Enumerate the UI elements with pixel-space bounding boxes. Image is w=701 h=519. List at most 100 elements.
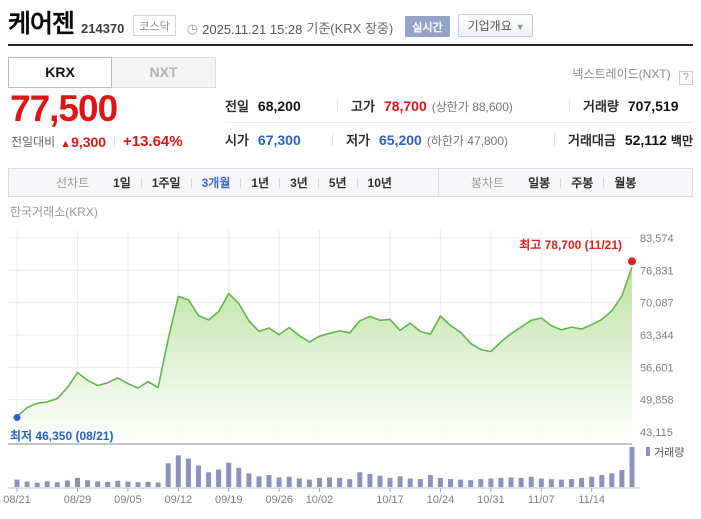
svg-text:83,574: 83,574 bbox=[640, 233, 674, 245]
candle-option-3[interactable]: 월봉 bbox=[614, 176, 637, 190]
separator bbox=[603, 177, 605, 188]
svg-text:11/07: 11/07 bbox=[528, 494, 555, 506]
summary-value: 52,112 bbox=[624, 131, 667, 148]
summary-cell: 저가 65,200 (하한가 47,800) bbox=[346, 130, 541, 149]
quote-timestamp: 2025.11.21 15:28 bbox=[202, 22, 303, 37]
svg-text:10/02: 10/02 bbox=[306, 494, 334, 506]
cell-divider bbox=[554, 132, 555, 146]
change-value: ▲9,300 bbox=[60, 134, 106, 150]
summary-cell: 고가 78,700 (상한가 88,600) bbox=[351, 96, 556, 115]
summary-row: 시가 67,300 저가 65,200 (하한가 47,800) 거래대금 52,112 백만 bbox=[225, 122, 693, 155]
change-label: 전일대비 bbox=[11, 135, 56, 149]
period-option-7[interactable]: 10년 bbox=[367, 176, 392, 190]
toolbar-divider bbox=[438, 169, 439, 196]
summary-value: 707,519 bbox=[627, 98, 679, 114]
low-annotation: 최저 46,350 (08/21) bbox=[10, 428, 113, 443]
period-option-3[interactable]: 3개월 bbox=[201, 176, 231, 190]
chart-toolbar: 선차트 1일 1주일 3개월 1년 3년 5년 10년 봉차트 일봉 주봉 월봉 bbox=[8, 168, 693, 197]
summary-label: 거래량 bbox=[583, 99, 619, 114]
low-point-dot bbox=[13, 413, 21, 421]
period-option-4[interactable]: 1년 bbox=[251, 176, 270, 190]
summary-cell: 거래대금 52,112 백만 bbox=[568, 130, 693, 149]
stock-name: 케어젠 bbox=[8, 10, 75, 38]
line-chart-label: 선차트 bbox=[56, 176, 90, 190]
price-area bbox=[17, 267, 632, 444]
summary-value: 78,700 bbox=[383, 98, 427, 114]
chart-canvas: 08/21 08/29 09/05 09/12 09/19 09/26 10/02 10/17… bbox=[3, 205, 684, 506]
summary-label: 시가 bbox=[225, 132, 249, 148]
high-annotation: 최고 78,700 (11/21) bbox=[519, 237, 622, 252]
svg-text:43,115: 43,115 bbox=[640, 427, 673, 439]
chevron-down-icon: ▼ bbox=[515, 22, 525, 32]
price-summary-table: 전일 68,200 고가 78,700 (상한가 88,600) 거래량 707,519 시가… bbox=[225, 89, 693, 155]
candle-chart-label: 봉차트 bbox=[471, 176, 505, 190]
period-option-2[interactable]: 1주일 bbox=[151, 176, 181, 190]
nextrade-link-area: 넥스트레이드(NXT) ? bbox=[572, 65, 693, 85]
market-tabs: KRX NXT 넥스트레이드(NXT) ? bbox=[8, 57, 693, 89]
y-axis-labels: 83,574 76,831 70,087 63,344 56,601 49,858 43,1… bbox=[640, 233, 674, 439]
period-option-5[interactable]: 3년 bbox=[290, 176, 308, 190]
stock-code: 214370 bbox=[81, 21, 125, 36]
svg-text:09/12: 09/12 bbox=[165, 494, 193, 506]
svg-text:76,831: 76,831 bbox=[640, 265, 674, 277]
x-axis-labels: 08/21 08/29 09/05 09/12 09/19 09/26 10/02 10/17… bbox=[3, 494, 605, 506]
candle-option-2[interactable]: 주봉 bbox=[571, 176, 594, 190]
summary-cell: 전일 68,200 bbox=[225, 96, 324, 115]
help-icon[interactable]: ? bbox=[679, 71, 693, 85]
separator bbox=[190, 177, 192, 188]
svg-text:63,344: 63,344 bbox=[640, 330, 674, 342]
period-option-1[interactable]: 1일 bbox=[113, 176, 131, 190]
summary-sub-value: (하한가 47,800) bbox=[426, 133, 508, 148]
separator bbox=[140, 177, 142, 188]
exchange-label: 한국거래소(KRX) bbox=[10, 205, 98, 219]
up-arrow-icon: ▲ bbox=[60, 137, 72, 150]
summary-cell: 시가 67,300 bbox=[225, 130, 319, 149]
price-chart: 08/21 08/29 09/05 09/12 09/19 09/26 10/02 10/17… bbox=[0, 200, 701, 519]
cell-divider bbox=[569, 99, 570, 112]
svg-text:08/21: 08/21 bbox=[3, 494, 31, 506]
summary-value: 65,200 bbox=[379, 131, 422, 148]
summary-row: 전일 68,200 고가 78,700 (상한가 88,600) 거래량 707,519 bbox=[225, 89, 693, 122]
tab-nxt[interactable]: NXT bbox=[112, 57, 216, 88]
separator bbox=[240, 177, 242, 188]
header: 케어젠 214370 코스닥 ◷ 2025.11.21 15:28 기준(KRX… bbox=[8, 4, 693, 46]
cell-divider bbox=[337, 99, 338, 112]
separator bbox=[560, 177, 562, 188]
x-axis-ticks bbox=[16, 488, 593, 492]
price-change-row: 전일대비 ▲9,300 | +13.64% bbox=[11, 133, 183, 150]
volume-bars bbox=[14, 447, 635, 487]
svg-text:09/26: 09/26 bbox=[265, 494, 293, 506]
market-badge-kosdaq: 코스닥 bbox=[133, 15, 176, 36]
company-overview-label: 기업개요 bbox=[467, 19, 512, 33]
clock-icon: ◷ bbox=[186, 21, 199, 36]
volume-legend-icon bbox=[646, 447, 650, 456]
svg-text:08/29: 08/29 bbox=[64, 494, 92, 506]
separator bbox=[356, 177, 358, 188]
candle-selector: 일봉 주봉 월봉 bbox=[518, 174, 646, 191]
summary-value: 67,300 bbox=[257, 131, 301, 148]
separator bbox=[279, 177, 281, 188]
summary-label: 거래대금 bbox=[568, 132, 616, 148]
change-percent: +13.64% bbox=[122, 133, 183, 150]
svg-text:11/14: 11/14 bbox=[578, 494, 605, 506]
nextrade-label: 넥스트레이드(NXT) bbox=[572, 67, 671, 81]
high-point-dot bbox=[628, 257, 636, 266]
summary-label: 전일 bbox=[225, 99, 249, 114]
volume-legend-label: 거래량 bbox=[654, 446, 684, 459]
candle-option-1[interactable]: 일봉 bbox=[528, 176, 551, 190]
svg-text:10/31: 10/31 bbox=[477, 494, 505, 506]
svg-text:49,858: 49,858 bbox=[640, 395, 674, 407]
separator bbox=[317, 177, 319, 188]
summary-unit: 백만 bbox=[670, 133, 693, 148]
svg-text:56,601: 56,601 bbox=[640, 362, 674, 374]
price-line bbox=[16, 266, 633, 418]
realtime-badge: 실시간 bbox=[405, 16, 450, 37]
divider: | bbox=[113, 135, 116, 148]
svg-text:09/05: 09/05 bbox=[114, 494, 142, 506]
tab-krx[interactable]: KRX bbox=[8, 57, 112, 88]
summary-cell: 거래량 707,519 bbox=[583, 96, 693, 115]
company-overview-button[interactable]: 기업개요 ▼ bbox=[457, 14, 533, 37]
summary-sub-value: (상한가 88,600) bbox=[431, 100, 513, 114]
period-option-6[interactable]: 5년 bbox=[328, 176, 347, 190]
